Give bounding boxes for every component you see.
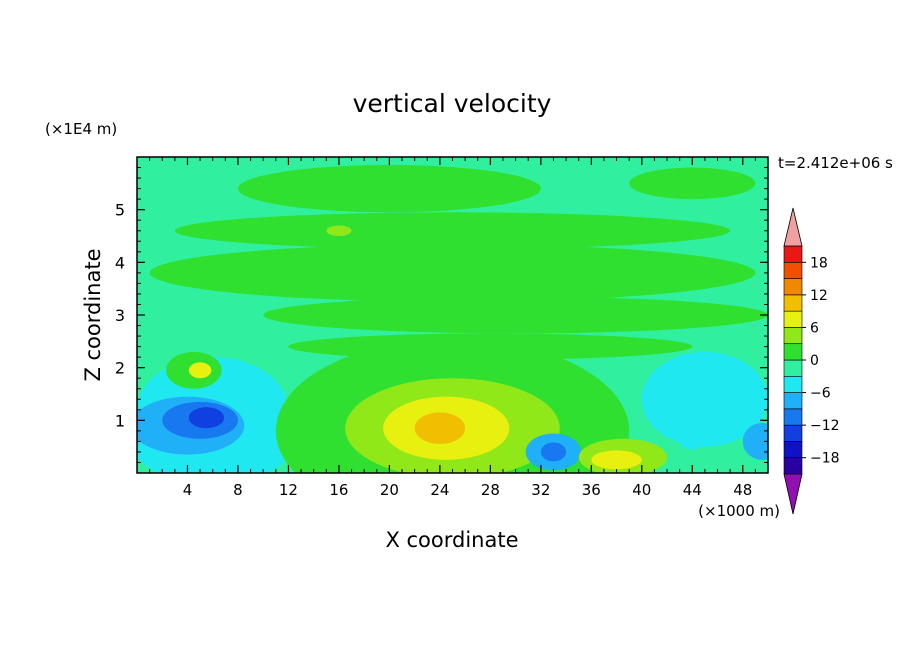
contour-region	[679, 433, 705, 450]
x-tick-label: 48	[733, 481, 752, 499]
x-tick-label: 8	[233, 481, 243, 499]
colorbar-label: 6	[810, 320, 819, 336]
colorbar-label: −12	[810, 418, 840, 434]
colorbar-label: −18	[810, 451, 840, 467]
y-tick-label: 2	[115, 359, 125, 378]
contour-region	[263, 296, 768, 334]
colorbar-label: 0	[810, 353, 819, 369]
colorbar-segment	[783, 375, 803, 393]
colorbar: 18 12 6 0 −6 −12 −18	[783, 207, 840, 515]
y-tick-label: 5	[115, 201, 125, 220]
colorbar-label: 12	[810, 288, 828, 304]
contour-region	[414, 412, 466, 445]
colorbar-segment	[783, 343, 803, 361]
contour-region	[237, 164, 541, 213]
x-tick-label: 16	[329, 481, 348, 499]
contour-region	[149, 243, 756, 302]
colorbar-segment	[783, 327, 803, 345]
contour-region	[288, 333, 693, 360]
y-unit-label: (×1E4 m)	[45, 120, 117, 138]
y-tick-label: 1	[115, 411, 125, 430]
contour-region	[326, 225, 352, 236]
colorbar-segment	[783, 424, 803, 442]
colorbar-label: −6	[810, 386, 831, 402]
x-axis-label: X coordinate	[385, 528, 518, 552]
colorbar-segment	[783, 457, 803, 475]
contour-region	[540, 442, 567, 462]
contour-region	[591, 450, 642, 470]
y-tick-label: 3	[115, 306, 125, 325]
x-tick-label: 32	[531, 481, 550, 499]
y-axis-label: Z coordinate	[81, 248, 105, 381]
colorbar-segment	[783, 392, 803, 410]
colorbar-segment	[783, 294, 803, 312]
colorbar-segment	[783, 278, 803, 296]
contour-field	[137, 157, 768, 473]
x-tick-label: 12	[279, 481, 298, 499]
colorbar-label: 18	[810, 255, 828, 271]
colorbar-segment	[783, 245, 803, 263]
y-axis: 1 2 3 4 5	[115, 167, 768, 463]
colorbar-segment	[783, 408, 803, 426]
x-tick-label: 44	[683, 481, 702, 499]
time-label: t=2.412e+06 s	[778, 154, 893, 172]
x-tick-label: 24	[430, 481, 449, 499]
chart-title: vertical velocity	[353, 89, 552, 118]
contour-region	[629, 167, 756, 200]
y-tick-label: 4	[115, 253, 125, 272]
colorbar-under-arrow	[783, 473, 803, 515]
x-tick-label: 4	[183, 481, 193, 499]
contour-region	[188, 362, 212, 379]
colorbar-segment	[783, 261, 803, 279]
x-tick-label: 40	[632, 481, 651, 499]
x-unit-label: (×1000 m)	[698, 502, 780, 520]
x-tick-label: 28	[481, 481, 500, 499]
x-tick-label: 36	[582, 481, 601, 499]
colorbar-over-arrow	[783, 207, 803, 247]
x-tick-label: 20	[380, 481, 399, 499]
contour-region	[685, 388, 750, 431]
colorbar-segment	[783, 441, 803, 459]
x-axis: 4 8 12 16 20 24 28 32 36 40 44 48	[149, 157, 756, 499]
colorbar-segment	[783, 310, 803, 328]
colorbar-segment	[783, 359, 803, 377]
contour-region	[174, 212, 731, 250]
contour-region	[188, 407, 225, 429]
contour-region	[742, 422, 768, 460]
